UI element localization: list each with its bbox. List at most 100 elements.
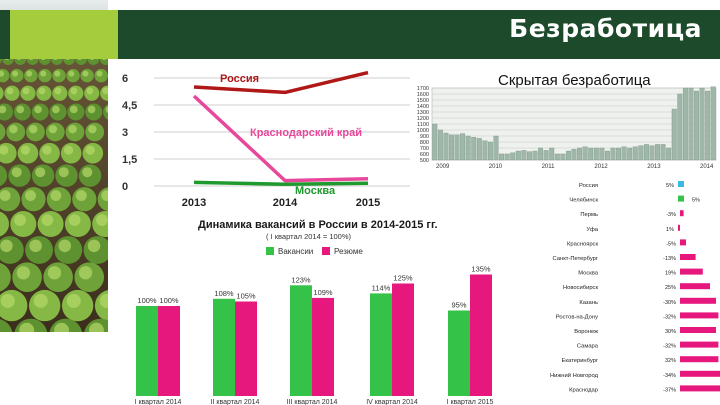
lettuce-highlight [41, 214, 54, 226]
title-bar [0, 10, 720, 59]
area-y-tick: 1100 [417, 122, 429, 128]
area-x-tick: 2010 [489, 164, 503, 170]
area-bar [515, 150, 521, 161]
area-x-tick: 2009 [436, 164, 450, 170]
area-bar [638, 145, 644, 161]
lettuce-highlight [14, 214, 26, 226]
city-change-chart: Россия 5% Челябинск 5% Пермь -3% Уфа 1% Краснояр… [550, 181, 720, 393]
lettuce-highlight [33, 293, 48, 308]
slide-title: Безработица [509, 14, 702, 43]
lettuce-highlight [0, 293, 15, 308]
area-bar [710, 86, 716, 161]
city-label: Воронеж [574, 329, 598, 335]
lettuce-highlight [69, 105, 78, 114]
lettuce-head [0, 319, 13, 332]
bar-label-vacancies: 123% [291, 275, 311, 284]
area-bar [476, 138, 482, 161]
line-chart-x-tick: 2014 [273, 197, 298, 209]
vacancies-bar-chart: Динамика вакансий в России в 2014-2015 г… [135, 219, 494, 405]
city-label: Уфа [586, 227, 598, 233]
city-label: Красноярск [567, 241, 598, 247]
city-label: Нижний Новгород [550, 372, 599, 379]
lettuce-highlight [54, 322, 70, 332]
area-y-tick: 1300 [417, 110, 429, 116]
area-bar [538, 147, 544, 161]
city-label: Ростов-на-Дону [556, 314, 598, 320]
lettuce-highlight [99, 293, 108, 308]
city-value-label: -5% [666, 241, 676, 247]
bar-vacancies [213, 298, 235, 396]
area-bar [504, 153, 510, 161]
bar-chart-subtitle: ( I квартал 2014 = 100%) [266, 232, 352, 241]
lettuce-highlight [26, 70, 33, 77]
area-bar [493, 135, 499, 161]
area-bar [521, 150, 527, 161]
area-bar [499, 153, 505, 161]
area-y-tick: 1400 [417, 104, 429, 110]
city-value-label: 1% [666, 227, 674, 233]
lettuce-highlight [0, 239, 13, 253]
line-chart-x-tick: 2015 [356, 197, 380, 209]
lettuce-highlight [52, 105, 60, 114]
lettuce-highlight [63, 145, 74, 155]
line-chart-y-tick: 6 [122, 73, 128, 85]
hidden-unemployment-title: Скрытая безработица [498, 72, 651, 89]
series-label-krasnodar: Краснодарский край [250, 127, 362, 139]
city-value-label: -30% [663, 300, 676, 306]
city-bar [678, 181, 684, 187]
city-label: Москва [578, 271, 599, 277]
area-bar [588, 147, 594, 161]
area-bar [677, 93, 683, 161]
lettuce-highlight [0, 145, 9, 155]
lettuce-highlight [28, 124, 38, 134]
lettuce-highlight [0, 105, 7, 114]
lettuce-highlight [96, 70, 103, 77]
legend-label-resumes: Резюме [334, 247, 363, 256]
area-bar [549, 147, 555, 161]
bar-category-label: III квартал 2014 [287, 399, 338, 405]
lettuce-highlight [68, 214, 81, 226]
bar-label-vacancies: 114% [372, 283, 391, 292]
area-bar [543, 150, 549, 161]
line-series-2 [192, 94, 369, 183]
field-photo [0, 0, 108, 332]
area-x-tick: 2011 [542, 164, 556, 170]
city-value-label: -34% [663, 373, 676, 379]
area-bar [432, 123, 438, 161]
lettuce-highlight [22, 87, 30, 95]
area-bar [699, 87, 705, 161]
area-y-tick: 700 [420, 146, 429, 152]
city-bar [680, 254, 696, 260]
lettuce-highlight [101, 190, 108, 202]
city-label: Краснодар [569, 387, 598, 393]
area-bar [582, 146, 588, 161]
bar-chart-title: Динамика вакансий в России в 2014-2015 г… [198, 219, 438, 231]
city-value-label: 30% [665, 329, 676, 335]
lettuce-highlight [48, 124, 58, 134]
series-label-russia: Россия [220, 73, 259, 85]
area-bar [510, 152, 516, 161]
city-value-label: 32% [665, 358, 676, 364]
city-value-label: -37% [663, 387, 676, 393]
city-bar [680, 385, 720, 392]
city-bar [680, 239, 686, 246]
area-bar [688, 87, 694, 161]
area-y-tick: 1600 [417, 92, 429, 98]
line-chart-y-tick: 0 [122, 181, 128, 193]
city-bar [680, 210, 684, 217]
lettuce-highlight [58, 167, 69, 178]
lettuce-highlight [40, 70, 47, 77]
bar-resumes [158, 306, 180, 396]
lettuce-highlight [6, 87, 14, 95]
lettuce-highlight [54, 87, 62, 95]
city-value-label: 19% [665, 271, 676, 277]
lettuce-highlight [68, 70, 75, 77]
lettuce-highlight [70, 87, 78, 95]
bar-label-vacancies: 100% [137, 296, 157, 305]
area-bar [649, 145, 655, 161]
lettuce-head [0, 262, 11, 292]
lettuce-highlight [35, 167, 46, 178]
lettuce-highlight [0, 70, 5, 77]
city-bar [680, 370, 720, 377]
lettuce-highlight [105, 105, 108, 113]
